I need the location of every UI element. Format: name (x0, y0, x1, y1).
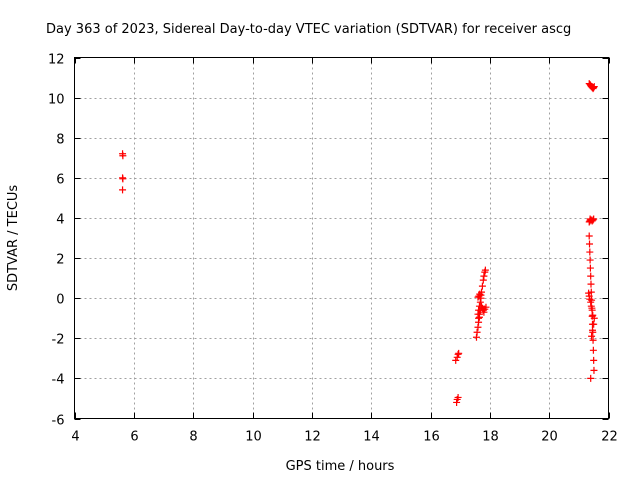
data-point (590, 366, 598, 374)
data-point (586, 256, 594, 264)
points-layer (119, 80, 598, 406)
data-point (590, 356, 598, 364)
data-point (475, 314, 483, 322)
data-point (477, 291, 485, 299)
y-tick-label: 8 (56, 133, 64, 148)
data-point (589, 336, 597, 344)
data-point (119, 152, 127, 160)
y-tick-label: 0 (56, 293, 64, 308)
x-tick-label: 4 (71, 430, 79, 445)
y-tick-label: -6 (52, 414, 65, 429)
x-tick-label: 6 (130, 430, 138, 445)
y-tick-label: -4 (52, 373, 65, 388)
plot-frame (74, 57, 609, 419)
y-tick-label: 6 (56, 173, 64, 188)
data-point (587, 374, 595, 382)
data-point (589, 311, 597, 319)
x-tick-labels: 4 6 8 10 12 14 16 18 20 22 (71, 430, 617, 445)
y-tick-label: 4 (56, 213, 64, 228)
data-point (590, 83, 598, 91)
data-point (454, 393, 462, 401)
data-point (586, 248, 594, 256)
y-tick-label: -2 (52, 333, 65, 348)
x-tick-label: 18 (482, 430, 499, 445)
x-tick-label: 20 (541, 430, 558, 445)
data-point (588, 326, 596, 334)
data-point (587, 302, 595, 310)
data-point (473, 328, 481, 336)
data-point (482, 303, 490, 311)
x-tick-label: 14 (363, 430, 380, 445)
y-tick-label: 2 (56, 253, 64, 268)
data-point (475, 310, 483, 318)
data-point (119, 175, 127, 183)
x-tick-label: 16 (423, 430, 440, 445)
grid-layer (74, 57, 609, 419)
data-point (586, 295, 594, 303)
data-point (476, 290, 484, 298)
data-point (453, 353, 461, 361)
y-axis-label: SDTVAR / TECUs (6, 185, 21, 292)
data-point (480, 272, 488, 280)
data-point (586, 240, 594, 248)
data-point (452, 356, 460, 364)
data-point (480, 308, 488, 316)
x-tick-label: 10 (245, 430, 262, 445)
data-point (586, 264, 594, 272)
y-tick-label: 12 (48, 53, 65, 68)
data-point (587, 272, 595, 280)
y-tick-labels: -6 -4 -2 0 2 4 6 8 10 12 (48, 53, 65, 429)
data-point (478, 282, 486, 290)
data-point (589, 346, 597, 354)
data-point (119, 186, 127, 194)
y-tick-label: 10 (48, 93, 65, 108)
ticks-layer (74, 57, 610, 420)
data-point (590, 320, 598, 328)
x-axis-label: GPS time / hours (286, 459, 395, 474)
x-tick-label: 22 (601, 430, 618, 445)
data-point (455, 349, 463, 357)
x-tick-label: 12 (304, 430, 321, 445)
data-point (481, 266, 489, 274)
x-tick-label: 8 (189, 430, 197, 445)
chart-title: Day 363 of 2023, Sidereal Day-to-day VTE… (46, 22, 571, 37)
data-point (590, 215, 598, 223)
data-point (587, 280, 595, 288)
data-point (585, 232, 593, 240)
data-point (588, 332, 596, 340)
data-point (590, 314, 598, 322)
